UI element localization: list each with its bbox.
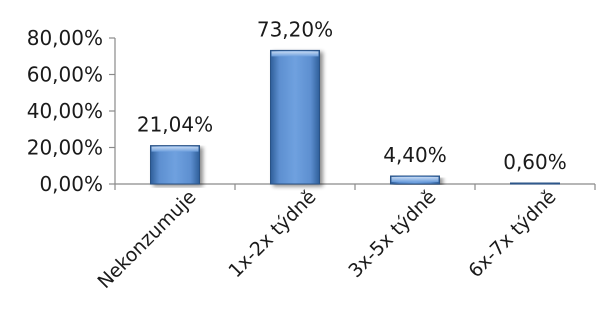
bar (150, 145, 200, 185)
y-tick-label: 40,00% (27, 99, 103, 123)
data-label: 4,40% (383, 143, 447, 167)
x-axis: Nekonzumuje 1x-2x týdně 3x-5x týdně 6x-7x t… (93, 183, 596, 293)
x-tick-label: 6x-7x týdně (464, 186, 560, 282)
y-tick-label: 0,00% (39, 172, 103, 196)
x-tick-label: 1x-2x týdně (224, 186, 320, 282)
bar (390, 175, 440, 185)
y-tick-label: 60,00% (27, 63, 103, 87)
data-label: 73,20% (257, 17, 333, 41)
x-tick-label: 3x-5x týdně (344, 186, 440, 282)
bar (270, 49, 320, 185)
bar (510, 182, 560, 185)
y-tick-label: 80,00% (27, 26, 103, 50)
data-label: 0,60% (503, 150, 567, 174)
data-labels: 21,04% 73,20% 4,40% 0,60% (137, 17, 567, 173)
bars (150, 49, 560, 185)
x-tick-label: Nekonzumuje (93, 186, 200, 293)
y-tick-label: 20,00% (27, 136, 103, 160)
y-axis: 0,00% 20,00% 40,00% 60,00% 80,00% (27, 26, 116, 196)
data-label: 21,04% (137, 113, 213, 137)
